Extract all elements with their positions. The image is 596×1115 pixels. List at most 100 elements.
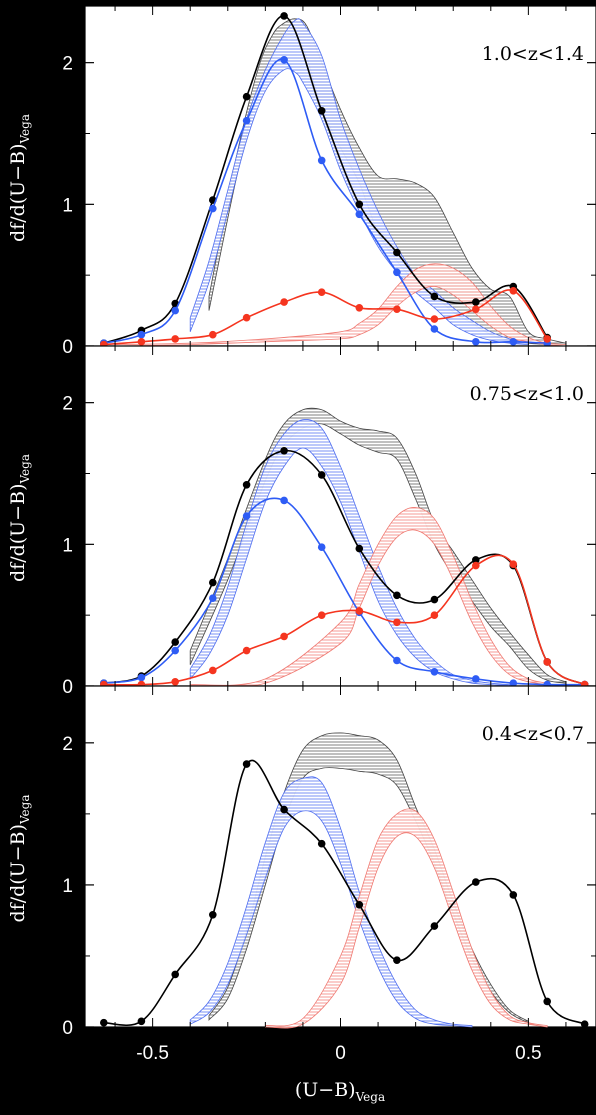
panel-2: 0 1 2 0.75<z<1.0: [62, 345, 596, 698]
black-data-point: [430, 922, 439, 930]
red-data-point: [209, 330, 217, 339]
blue-data-point: [509, 338, 518, 346]
black-data-point: [472, 298, 480, 306]
red-band: [265, 808, 548, 1029]
y-tick-label: 1: [62, 876, 73, 897]
black-data-point: [543, 997, 551, 1006]
black-data-point: [317, 107, 326, 115]
blue-data-point: [509, 679, 518, 687]
blue-band: [189, 419, 510, 687]
y-axis-label-subscript: Vega: [18, 114, 32, 145]
y-tick-label: 2: [62, 394, 73, 415]
red-data-point: [472, 561, 480, 570]
black-data-point: [355, 544, 364, 553]
blue-data-point: [317, 156, 326, 165]
red-data-point: [543, 335, 551, 343]
blue-data-point: [280, 496, 288, 505]
black-data-point: [280, 805, 288, 814]
blue-data-point: [393, 656, 401, 665]
black-data-point: [317, 839, 326, 848]
red-data-point: [242, 646, 251, 655]
black-data-point: [209, 911, 217, 919]
red-data-point: [171, 678, 179, 686]
red-data-point: [393, 618, 401, 627]
red-data-point: [509, 560, 518, 568]
red-data-point: [393, 305, 401, 314]
y-tick-label: 0: [62, 677, 73, 698]
blue-data-point: [317, 543, 326, 551]
black-data-point: [393, 956, 401, 964]
black-data-point: [509, 891, 518, 899]
y-axis-label: df/d(U−B)Vega: [7, 795, 32, 923]
black-data-point: [171, 970, 179, 979]
black-data-point: [242, 92, 251, 101]
blue-data-point: [137, 330, 146, 339]
black-data-point: [430, 292, 439, 301]
blue-data-point: [280, 56, 288, 64]
blue-data-point: [137, 673, 146, 682]
black-data-point: [242, 481, 251, 489]
red-data-point: [472, 305, 480, 314]
y-tick-label: 1: [62, 535, 73, 556]
panel-title: 1.0<z<1.4: [482, 43, 584, 65]
black-data-point: [242, 760, 251, 768]
red-data-point: [430, 315, 439, 323]
black-data-point: [472, 556, 480, 564]
x-tick-label: 0.5: [515, 1043, 541, 1064]
y-axis-label: df/d(U−B)Vega: [7, 454, 32, 582]
y-axis-label-subscript: Vega: [18, 454, 32, 485]
x-axis-label-subscript: Vega: [355, 1090, 386, 1104]
black-data-point: [472, 878, 480, 886]
black-series-line: [103, 15, 548, 344]
black-data-point: [137, 1017, 146, 1026]
black-data-point: [317, 471, 326, 479]
black-data-point: [100, 1018, 108, 1027]
x-axis-label: (U−B)Vega: [295, 1079, 385, 1104]
red-data-point: [317, 611, 326, 619]
blue-data-point: [472, 675, 480, 683]
red-data-point: [171, 335, 179, 343]
black-data-point: [171, 638, 179, 646]
blue-data-point: [472, 338, 480, 346]
blue-data-point: [171, 646, 179, 655]
y-tick-label: 1: [62, 195, 73, 216]
blue-data-point: [355, 210, 364, 219]
blue-data-point: [171, 306, 179, 315]
red-data-point: [317, 288, 326, 297]
y-tick-label: 2: [62, 54, 73, 75]
y-axis-label: df/d(U−B)Vega: [7, 114, 32, 242]
panels-group: 0 1 2 1.0<z<1.4 0 1 2 0.75<z<1.0 0 1 2 0.4<z<0.7: [62, 5, 596, 1039]
red-data-point: [242, 313, 251, 322]
blue-data-point: [242, 116, 251, 125]
blue-data-point: [430, 668, 439, 676]
y-tick-label: 2: [62, 734, 73, 755]
blue-series-line: [103, 58, 548, 344]
red-data-point: [543, 658, 551, 666]
black-data-point: [393, 248, 401, 257]
blue-data-point: [209, 594, 217, 602]
black-data-point: [393, 591, 401, 600]
black-data-point: [280, 12, 288, 20]
y-tick-label: 0: [62, 1018, 73, 1039]
blue-data-point: [209, 204, 217, 213]
axis-labels-group: df/d(U−B)Vega df/d(U−B)Vega df/d(U−B)Vega -…: [7, 114, 542, 1104]
red-data-point: [280, 632, 288, 641]
black-data-point: [355, 200, 364, 209]
blue-data-point: [393, 268, 401, 277]
red-data-point: [280, 298, 288, 306]
panel-title: 0.4<z<0.7: [482, 723, 584, 745]
red-data-point: [430, 611, 439, 619]
panel-3: 0 1 2 0.4<z<0.7: [62, 685, 596, 1039]
black-data-point: [209, 578, 217, 587]
black-data-point: [355, 901, 364, 909]
red-data-point: [509, 287, 518, 295]
black-data-point: [580, 1020, 589, 1028]
panel-title: 0.75<z<1.0: [470, 383, 584, 405]
red-data-point: [355, 607, 364, 615]
x-tick-label: 0: [335, 1043, 346, 1064]
y-axis-label-subscript: Vega: [18, 795, 32, 826]
panel-1: 0 1 2 1.0<z<1.4: [62, 5, 596, 358]
red-data-point: [355, 304, 364, 312]
red-data-point: [209, 666, 217, 675]
